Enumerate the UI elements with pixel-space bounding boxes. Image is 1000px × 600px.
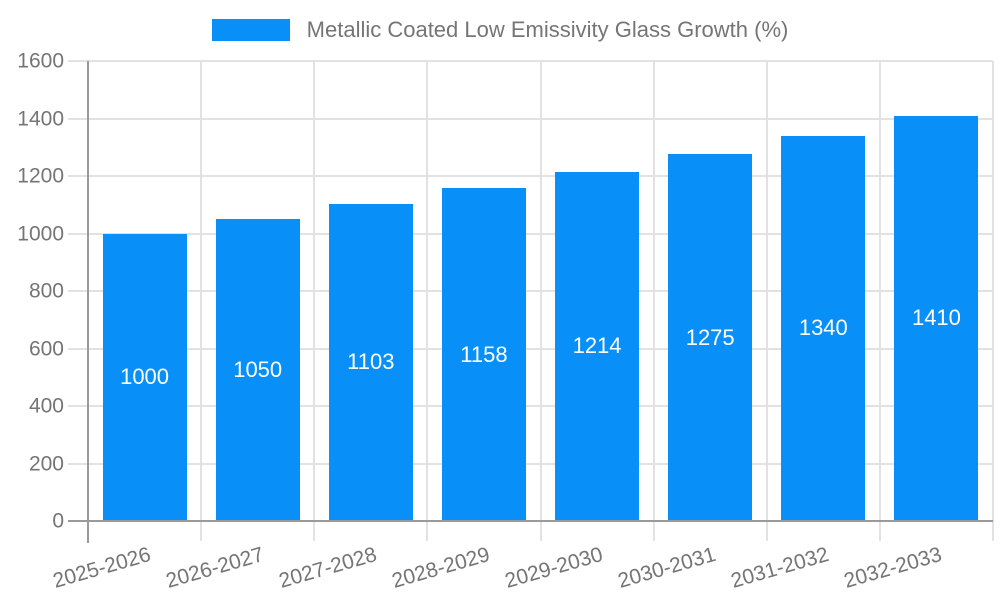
x-tick-label: 2032-2033 bbox=[841, 543, 945, 593]
y-tick-label: 600 bbox=[28, 337, 64, 360]
y-tick-label: 400 bbox=[28, 394, 64, 418]
h-gridline bbox=[68, 347, 993, 350]
x-tick-label: 2025-2026 bbox=[50, 543, 153, 593]
bar-value-label: 1000 bbox=[120, 364, 170, 390]
x-tick-label: 2031-2032 bbox=[728, 543, 832, 593]
legend-swatch[interactable] bbox=[211, 19, 290, 41]
h-gridline bbox=[68, 175, 993, 177]
legend[interactable]: Metallic Coated Low Emissivity Glass Gro… bbox=[0, 18, 1000, 42]
x-tick-label: 2029-2030 bbox=[502, 543, 606, 593]
bar-2031-2032[interactable]: 1340 bbox=[781, 135, 866, 521]
x-axis-line bbox=[68, 520, 993, 522]
bar-value-label: 1275 bbox=[685, 324, 735, 350]
y-tick-label: 1400 bbox=[17, 107, 64, 130]
x-tick-label: 2028-2029 bbox=[389, 543, 493, 593]
legend-label[interactable]: Metallic Coated Low Emissivity Glass Gro… bbox=[306, 17, 789, 42]
h-gridline bbox=[68, 232, 993, 235]
h-gridline bbox=[68, 117, 993, 120]
x-tick-label: 2030-2031 bbox=[615, 543, 719, 593]
h-gridline bbox=[68, 60, 993, 62]
bar-value-label: 1340 bbox=[798, 315, 848, 341]
y-tick-label: 800 bbox=[28, 279, 64, 303]
x-tick-label: 2026-2027 bbox=[163, 543, 267, 593]
bar-2025-2026[interactable]: 1000 bbox=[102, 233, 187, 521]
y-tick-label: 200 bbox=[28, 452, 64, 475]
bar-2027-2028[interactable]: 1103 bbox=[328, 203, 413, 521]
v-gridline bbox=[652, 61, 655, 541]
bar-2030-2031[interactable]: 1275 bbox=[668, 154, 753, 521]
h-gridline bbox=[68, 462, 993, 465]
bar-value-label: 1050 bbox=[233, 357, 283, 383]
v-gridline bbox=[313, 61, 316, 541]
v-gridline bbox=[426, 61, 429, 541]
h-gridline bbox=[68, 290, 993, 292]
bar-2028-2029[interactable]: 1158 bbox=[441, 188, 526, 521]
bar-value-label: 1103 bbox=[347, 349, 395, 375]
bar-value-label: 1158 bbox=[460, 341, 508, 367]
y-tick-label: 1200 bbox=[17, 164, 64, 188]
bar-2032-2033[interactable]: 1410 bbox=[894, 115, 979, 521]
y-axis-line bbox=[87, 61, 89, 543]
x-tick-label: 2027-2028 bbox=[276, 543, 380, 593]
bar-value-label: 1214 bbox=[572, 333, 622, 359]
y-tick-label: 1000 bbox=[17, 222, 64, 245]
v-gridline bbox=[539, 61, 542, 541]
v-gridline bbox=[878, 61, 881, 541]
v-gridline bbox=[992, 61, 994, 541]
h-gridline bbox=[68, 405, 993, 407]
bar-2029-2030[interactable]: 1214 bbox=[555, 171, 640, 521]
bar-2026-2027[interactable]: 1050 bbox=[215, 219, 300, 521]
plot-area: 0 200 400 600 800 1000 1200 1400 1600 1000 2025-20… bbox=[17, 50, 994, 593]
v-gridline bbox=[765, 61, 768, 541]
y-tick-label: 0 bbox=[52, 509, 64, 533]
v-gridline bbox=[200, 61, 203, 541]
bar-value-label: 1410 bbox=[911, 305, 961, 331]
y-tick-label: 1600 bbox=[17, 49, 64, 73]
